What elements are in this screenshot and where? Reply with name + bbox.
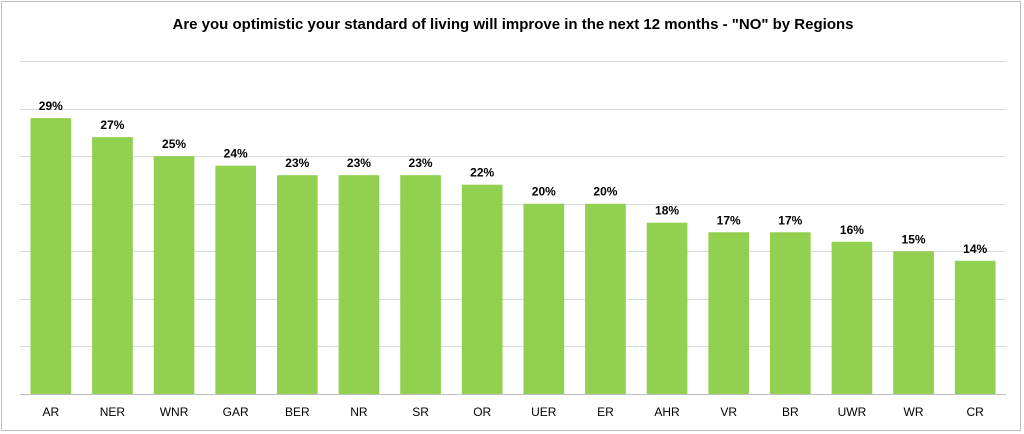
category-labels: AR NER WNR GAR BER NR SR OR UER ER AHR VR BR UWR WR CR: [42, 405, 984, 419]
data-label-gar: 24%: [224, 147, 248, 161]
category-label-vr: VR: [720, 405, 737, 419]
category-label-sr: SR: [412, 405, 429, 419]
category-label-nr: NR: [350, 405, 368, 419]
data-label-ahr: 18%: [655, 204, 679, 218]
bar-gar: [215, 165, 257, 394]
bar-wnr: [153, 156, 195, 394]
bar-ar: [30, 118, 72, 394]
data-label-sr: 23%: [409, 156, 433, 170]
data-label-uwr: 16%: [840, 223, 864, 237]
bar-nr: [338, 175, 380, 394]
data-label-br: 17%: [778, 213, 802, 227]
data-label-wr: 15%: [902, 232, 926, 246]
bar-or: [461, 184, 503, 394]
category-label-cr: CR: [967, 405, 985, 419]
bar-uwr: [831, 241, 873, 394]
data-label-cr: 14%: [963, 242, 987, 256]
data-label-uer: 20%: [532, 185, 556, 199]
category-label-wr: WR: [904, 405, 924, 419]
bar-ahr: [646, 222, 688, 394]
data-labels: 29% 27% 25% 24% 23% 23% 23% 22% 20% 20% 18% 17% 17% 1…: [39, 99, 988, 256]
category-label-ahr: AHR: [654, 405, 680, 419]
chart-title: Are you optimistic your standard of livi…: [172, 16, 854, 33]
data-label-or: 22%: [470, 166, 494, 180]
data-label-wnr: 25%: [162, 137, 186, 151]
bar-uer: [523, 203, 565, 394]
bar-sr: [400, 175, 441, 394]
category-label-wnr: WNR: [160, 405, 189, 419]
category-label-er: ER: [597, 405, 614, 419]
data-label-er: 20%: [593, 185, 617, 199]
bar-vr: [708, 232, 750, 394]
bars: [30, 118, 996, 395]
bar-cr: [954, 260, 996, 394]
data-label-vr: 17%: [717, 213, 741, 227]
category-label-gar: GAR: [223, 405, 249, 419]
category-label-br: BR: [782, 405, 799, 419]
category-label-or: OR: [473, 405, 491, 419]
category-label-ber: BER: [285, 405, 310, 419]
bar-ber: [276, 175, 318, 394]
data-label-nr: 23%: [347, 156, 371, 170]
bar-ner: [92, 137, 133, 395]
category-label-ar: AR: [42, 405, 59, 419]
bar-wr: [893, 251, 934, 394]
data-label-ar: 29%: [39, 99, 63, 113]
data-label-ber: 23%: [285, 156, 309, 170]
category-label-ner: NER: [100, 405, 126, 419]
category-label-uer: UER: [531, 405, 557, 419]
data-label-ner: 27%: [100, 118, 124, 132]
bar-br: [769, 232, 811, 394]
category-label-uwr: UWR: [838, 405, 867, 419]
bar-er: [585, 203, 626, 394]
